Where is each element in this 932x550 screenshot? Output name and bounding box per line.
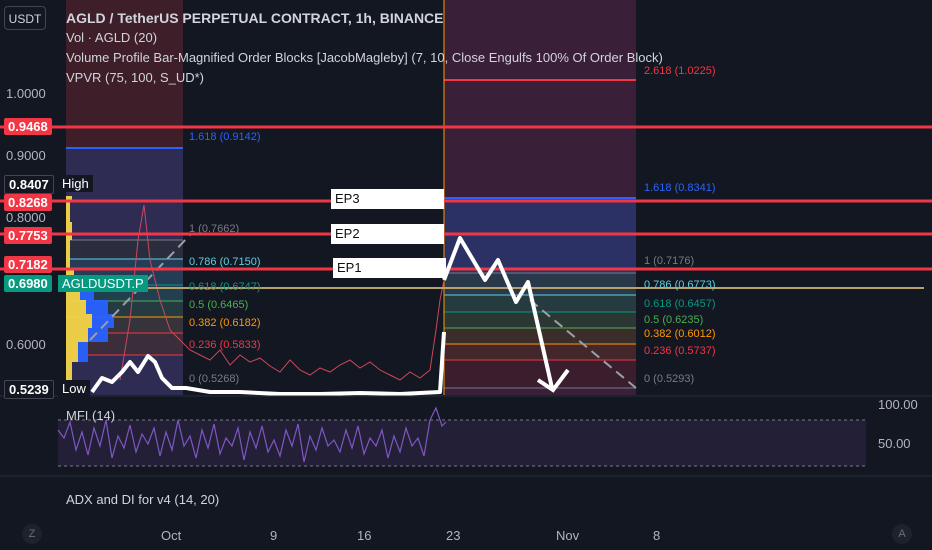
mfi-level: 50.00 — [878, 436, 911, 451]
currency-button[interactable]: USDT — [4, 6, 46, 30]
fib-label: 0.236 (0.5833) — [189, 339, 261, 351]
fib-label: 0.382 (0.6182) — [189, 317, 261, 329]
zoom-reset-button[interactable]: Z — [22, 524, 42, 544]
time-tick: 23 — [446, 528, 461, 543]
projection-path — [442, 236, 554, 389]
fib-label: 1 (0.7662) — [189, 223, 240, 235]
fib-label: 0.786 (0.6773) — [644, 279, 716, 291]
fib-label: 0.786 (0.7150) — [189, 256, 261, 268]
adx-legend[interactable]: ADX and DI for v4 (14, 20) — [66, 492, 220, 507]
drawn-path-left — [90, 331, 446, 396]
price-tag: 0.8407 — [4, 175, 54, 194]
price-tick: 1.0000 — [6, 86, 46, 101]
legend-vpvr[interactable]: VPVR (75, 100, S_UD*) — [66, 70, 205, 85]
entry-point-box[interactable]: EP3 — [331, 189, 444, 209]
time-tick: Oct — [161, 528, 182, 543]
symbol-price-label: AGLDUSDT.P — [58, 275, 148, 292]
auto-scale-button[interactable]: A — [892, 524, 912, 544]
time-tick: Nov — [556, 528, 580, 543]
time-tick: 16 — [357, 528, 372, 543]
fib-label: 0 (0.5268) — [189, 373, 240, 385]
volume-profile — [66, 196, 114, 382]
low-label: Low — [58, 380, 90, 397]
mfi-line — [57, 406, 447, 463]
entry-point-box[interactable]: EP1 — [333, 258, 446, 278]
legend-vol[interactable]: Vol · AGLD (20) — [66, 30, 158, 45]
time-tick: 8 — [653, 528, 661, 543]
fib-label: 0.236 (0.5737) — [644, 345, 716, 357]
fib-label: 0.618 (0.6457) — [644, 298, 716, 310]
price-tag: 0.7753 — [4, 227, 52, 244]
fib-label: 1.618 (0.8341) — [644, 182, 716, 194]
price-tag: 0.9468 — [4, 118, 52, 135]
legend-indicator[interactable]: Volume Profile Bar-Magnified Order Block… — [66, 50, 663, 65]
fib-label: 0 (0.5293) — [644, 373, 695, 385]
price-tag: 0.5239 — [4, 380, 54, 399]
price-tag: 0.6980 — [4, 275, 52, 292]
high-label: High — [58, 175, 93, 192]
price-tag: 0.7182 — [4, 256, 52, 273]
fib-label: 0.382 (0.6012) — [644, 328, 716, 340]
mfi-legend[interactable]: MFI (14) — [66, 408, 116, 423]
price-tick: 0.9000 — [6, 148, 46, 163]
mfi-level: 100.00 — [878, 397, 918, 412]
price-tick: 0.8000 — [6, 210, 46, 225]
fib-label: 1.618 (0.9142) — [189, 131, 261, 143]
price-tick: 0.6000 — [6, 337, 46, 352]
fib-label: 0.5 (0.6465) — [189, 299, 249, 311]
fib-label: 2.618 (1.0225) — [644, 65, 716, 77]
time-tick: 9 — [270, 528, 278, 543]
entry-point-box[interactable]: EP2 — [331, 224, 444, 244]
price-tag: 0.8268 — [4, 194, 52, 211]
fib-label: 0.618 (0.6747) — [189, 281, 261, 293]
symbol-title: AGLD / TetherUS PERPETUAL CONTRACT, 1h, … — [66, 10, 444, 26]
fib-label: 0.5 (0.6235) — [644, 314, 704, 326]
fib-label: 1 (0.7176) — [644, 255, 695, 267]
